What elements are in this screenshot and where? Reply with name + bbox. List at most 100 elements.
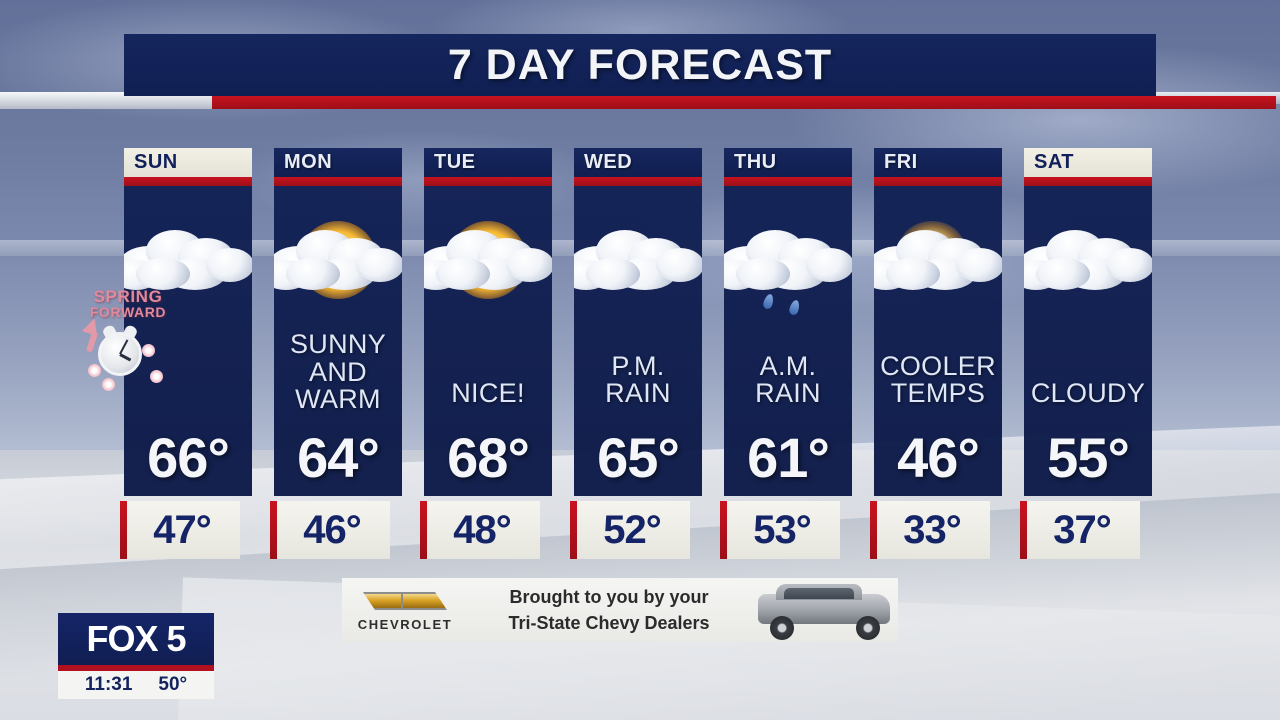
condition-text: CLOUDY [1024,380,1152,408]
day-label: THU [734,151,777,173]
day-panel[interactable]: CLOUDY 55° [1024,186,1152,496]
day-panel[interactable]: A.M. RAIN 61° [724,186,852,496]
low-temperature-box: 37° [1020,501,1140,559]
condition-line: WARM [295,384,381,415]
low-red-accent [1020,501,1027,559]
day-panel[interactable]: 66° [124,186,252,496]
sun-behind-cloud-icon [874,208,1002,316]
station-info-bar: 11:31 50° [58,671,214,699]
day-red-accent [574,177,702,186]
day-label: FRI [884,151,918,173]
page-title: 7 DAY FORECAST [447,40,833,89]
low-temperature-box: 46° [270,501,390,559]
alarm-clock-icon [98,332,142,376]
low-temperature: 46° [303,507,361,552]
suv-icon [750,578,898,642]
day-header: SAT [1024,148,1152,177]
cloudy-icon [124,208,252,316]
condition-line: P.M. [611,350,665,381]
day-panel[interactable]: COOLER TEMPS 46° [874,186,1002,496]
high-temperature: 68° [447,426,530,489]
forecast-column-sat[interactable]: SAT CLOUDY 55° [1024,148,1152,496]
current-temperature: 50° [158,674,188,695]
day-panel[interactable]: P.M. RAIN 65° [574,186,702,496]
day-header: TUE [424,148,552,177]
low-red-accent [720,501,727,559]
day-panel[interactable]: NICE! 68° [424,186,552,496]
rain-icon [724,208,852,316]
low-temperature-box: 52° [570,501,690,559]
condition-line: COOLER [880,350,996,381]
high-temperature: 61° [747,426,830,489]
chevrolet-logo: CHEVROLET [342,578,468,642]
day-red-accent [874,177,1002,186]
spring-forward-graphic: SPRING FORWARD [76,288,180,396]
high-temperature: 55° [1047,426,1130,489]
station-logo: FOX 5 [58,613,214,665]
forecast-column-mon[interactable]: MON SUNNY AND WARM 64° [274,148,402,496]
station-bug: FOX 5 11:31 50° [58,613,214,699]
high-temperature: 64° [297,426,380,489]
sponsor-message: Brought to you by your Tri-State Chevy D… [468,584,750,636]
day-header: MON [274,148,402,177]
day-header: WED [574,148,702,177]
low-red-accent [870,501,877,559]
low-temperature-box: 48° [420,501,540,559]
day-red-accent [424,177,552,186]
forecast-title-bar: 7 DAY FORECAST [124,34,1156,96]
raindrop-icon [788,299,801,316]
low-temperature: 37° [1053,507,1111,552]
chevrolet-wordmark: CHEVROLET [357,617,453,632]
up-arrow-stem [86,331,98,353]
day-label: WED [584,151,633,173]
suv-rear-wheel [856,616,880,640]
condition-line: CLOUDY [1030,378,1146,409]
day-label: SAT [1034,151,1075,173]
flower-icon [88,364,101,377]
forecast-column-wed[interactable]: WED P.M. RAIN 65° [574,148,702,496]
suv-front-wheel [770,616,794,640]
spring-forward-line2: FORWARD [89,304,167,320]
low-red-accent [270,501,277,559]
low-temperature-box: 53° [720,501,840,559]
condition-text: COOLER TEMPS [874,350,1002,409]
spring-forward-line1: SPRING [93,287,163,306]
low-temperature: 33° [903,507,961,552]
spring-forward-text: SPRING FORWARD [76,288,180,319]
forecast-column-fri[interactable]: FRI COOLER TEMPS 46° [874,148,1002,496]
station-name: FOX 5 [86,618,186,659]
station-red-accent [58,665,214,671]
raindrop-icon [762,293,775,310]
day-header: THU [724,148,852,177]
condition-line: NICE! [451,378,525,409]
condition-line: A.M. [759,350,817,381]
condition-text: NICE! [424,380,552,408]
flower-icon [150,370,163,383]
sun-behind-cloud-icon [274,208,402,316]
condition-text: A.M. RAIN [724,350,852,408]
high-temperature: 65° [597,426,680,489]
condition-line: RAIN [605,378,671,409]
chevrolet-bowtie-icon [363,588,447,614]
day-red-accent [274,177,402,186]
forecast-column-thu[interactable]: THU A.M. RAIN 61° [724,148,852,496]
day-label: SUN [134,151,178,173]
condition-text: P.M. RAIN [574,350,702,409]
day-panel[interactable]: SUNNY AND WARM 64° [274,186,402,496]
flower-icon [102,378,115,391]
title-silver-accent [0,92,214,109]
condition-text: SUNNY AND WARM [274,331,402,414]
low-red-accent [120,501,127,559]
sponsor-banner[interactable]: CHEVROLET Brought to you by your Tri-Sta… [342,578,898,642]
low-temperature-box: 33° [870,501,990,559]
day-header: SUN [124,148,252,177]
day-label: MON [284,151,333,173]
forecast-column-tue[interactable]: TUE NICE! 68° [424,148,552,496]
condition-line: TEMPS [890,378,986,409]
high-temperature: 46° [897,426,980,489]
forecast-column-sun[interactable]: SUN 66° [124,148,252,496]
sponsor-line-1: Brought to you by your [509,586,709,607]
day-label: TUE [434,151,476,173]
day-red-accent [1024,177,1152,186]
